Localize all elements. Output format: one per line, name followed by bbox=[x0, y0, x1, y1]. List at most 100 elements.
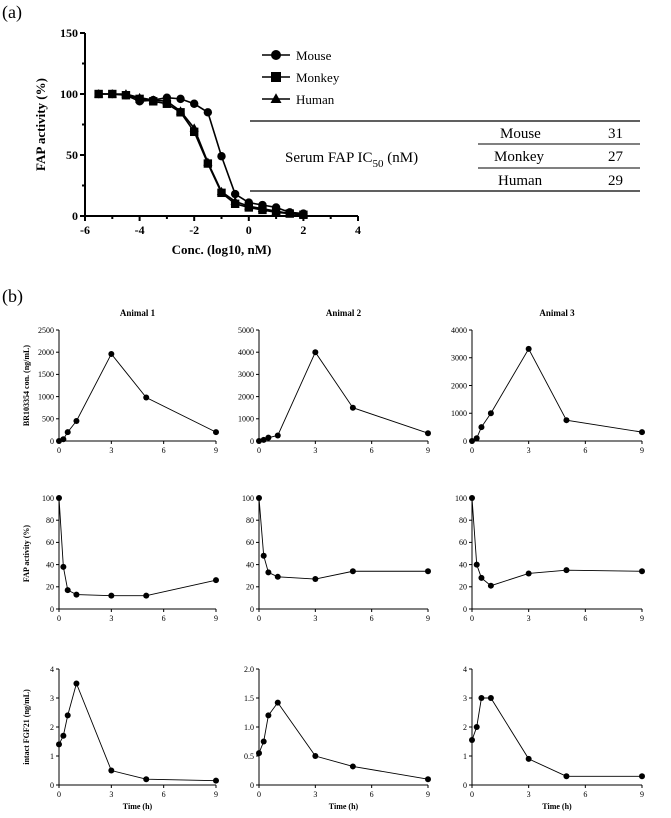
data-point-data bbox=[274, 432, 281, 439]
y-axis-label: FAP activity (%) bbox=[22, 525, 31, 583]
x-tick-label: 4 bbox=[355, 223, 361, 237]
x-tick-label: 3 bbox=[109, 790, 113, 799]
series-line-data bbox=[258, 497, 428, 580]
data-point-human bbox=[121, 89, 131, 98]
data-point-data bbox=[525, 570, 532, 577]
data-point-data bbox=[469, 495, 475, 501]
y-tick-label: 4000 bbox=[451, 326, 467, 335]
data-point-data bbox=[143, 776, 150, 783]
series-line-data bbox=[58, 497, 217, 597]
y-tick-label: 20 bbox=[459, 583, 467, 592]
y-tick-label: 20 bbox=[246, 583, 254, 592]
y-tick-label: 2000 bbox=[238, 392, 254, 401]
data-point-data bbox=[213, 777, 219, 784]
y-tick-label: 0 bbox=[72, 209, 78, 223]
legend-label-human: Human bbox=[296, 92, 335, 107]
data-point-data bbox=[256, 495, 262, 501]
y-tick-label: 0 bbox=[250, 605, 254, 614]
data-point-human bbox=[216, 186, 227, 195]
legend-marker-mouse bbox=[271, 50, 281, 60]
data-point-data bbox=[64, 587, 71, 594]
data-point-human bbox=[94, 89, 104, 98]
data-point-data bbox=[473, 435, 480, 442]
data-point-data bbox=[60, 436, 67, 443]
y-tick-label: 80 bbox=[246, 516, 254, 525]
data-point-data bbox=[73, 591, 80, 598]
data-point-data bbox=[274, 573, 281, 580]
data-point-data bbox=[349, 404, 356, 411]
data-point-human bbox=[189, 123, 199, 132]
chart-b-a3-fap: 0 3 6 9 0 20 40 60 80 100 bbox=[455, 494, 645, 623]
y-tick-label: 0 bbox=[50, 781, 54, 790]
data-point-data bbox=[563, 417, 570, 424]
x-tick-label: 3 bbox=[109, 614, 113, 623]
chart-b-a3-fgf: 0 3 6 9 0 1 2 3 4 Time (h) bbox=[463, 665, 645, 811]
data-point-data bbox=[478, 695, 485, 701]
table-species-2: Human bbox=[498, 173, 543, 189]
y-tick-label: 0.5 bbox=[244, 752, 254, 761]
data-point-human bbox=[162, 96, 172, 105]
y-tick-label: 40 bbox=[246, 560, 254, 569]
x-tick-label: 0 bbox=[246, 223, 252, 237]
data-point-data bbox=[487, 695, 494, 701]
x-axis-label: Time (h) bbox=[329, 802, 359, 811]
data-point-data bbox=[265, 434, 272, 441]
data-point-data bbox=[260, 552, 267, 559]
x-tick-label: 9 bbox=[640, 614, 644, 623]
chart-title: Animal 3 bbox=[539, 308, 575, 318]
series-line-mouse bbox=[98, 93, 304, 215]
y-tick-label: 100 bbox=[242, 494, 254, 503]
x-tick-label: 3 bbox=[527, 790, 531, 799]
y-tick-label: 60 bbox=[246, 538, 254, 547]
x-tick-label: 9 bbox=[426, 614, 430, 623]
y-tick-label: 40 bbox=[459, 560, 467, 569]
data-point-data bbox=[256, 750, 262, 757]
data-point-data bbox=[260, 436, 267, 443]
data-point-human bbox=[203, 157, 213, 166]
y-tick-label: 3000 bbox=[451, 354, 467, 363]
data-point-data bbox=[64, 429, 71, 436]
y-tick-label: 100 bbox=[42, 494, 54, 503]
x-tick-label: 6 bbox=[583, 446, 587, 455]
y-tick-label: 50 bbox=[66, 148, 78, 162]
y-tick-label: 150 bbox=[60, 26, 78, 40]
y-tick-label: 40 bbox=[46, 560, 54, 569]
data-point-human bbox=[285, 208, 295, 217]
x-tick-label: 3 bbox=[313, 790, 317, 799]
y-tick-label: 0 bbox=[463, 781, 467, 790]
data-point-data bbox=[425, 430, 431, 437]
x-tick-label: 3 bbox=[313, 614, 317, 623]
data-point-human bbox=[298, 209, 309, 219]
x-tick-label: 0 bbox=[257, 790, 261, 799]
data-point-data bbox=[73, 418, 80, 425]
x-tick-label: 0 bbox=[470, 790, 474, 799]
x-tick-label: 2 bbox=[300, 223, 306, 237]
data-point-human bbox=[244, 201, 254, 210]
x-tick-label: 9 bbox=[214, 614, 218, 623]
table-value-0: 31 bbox=[608, 126, 623, 142]
data-point-data bbox=[425, 776, 431, 783]
data-point-data bbox=[56, 741, 62, 748]
y-tick-label: 100 bbox=[60, 87, 78, 101]
data-point-data bbox=[525, 345, 532, 352]
y-tick-label: 2000 bbox=[451, 381, 467, 390]
data-point-data bbox=[639, 568, 645, 575]
data-point-data bbox=[108, 592, 115, 599]
data-point-mouse bbox=[217, 152, 226, 161]
x-tick-label: -6 bbox=[80, 223, 90, 237]
x-tick-label: 6 bbox=[162, 614, 166, 623]
data-point-human bbox=[257, 203, 268, 213]
x-tick-label: 6 bbox=[162, 446, 166, 455]
y-tick-label: 0 bbox=[463, 605, 467, 614]
data-point-data bbox=[639, 773, 645, 780]
data-point-data bbox=[143, 394, 150, 401]
x-tick-label: 9 bbox=[426, 790, 430, 799]
x-tick-label: 3 bbox=[527, 614, 531, 623]
x-tick-label: 0 bbox=[57, 446, 61, 455]
series-line-data bbox=[471, 697, 642, 777]
series-line-data bbox=[258, 351, 429, 442]
legend: Mouse Monkey Human bbox=[262, 48, 340, 107]
y-tick-label: 0 bbox=[463, 437, 467, 446]
x-tick-label: 0 bbox=[57, 790, 61, 799]
